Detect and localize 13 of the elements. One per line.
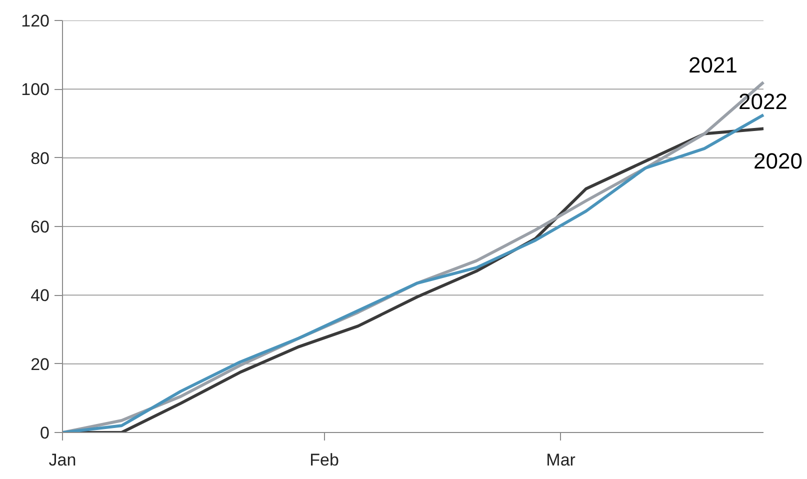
y-tick-label: 120 bbox=[21, 12, 50, 30]
y-tick-label: 20 bbox=[30, 354, 50, 374]
series-label: 2021 bbox=[688, 52, 738, 78]
series-label: 2020 bbox=[754, 148, 802, 174]
y-tick-label: 80 bbox=[30, 148, 50, 168]
y-tick-label: 40 bbox=[30, 286, 50, 306]
x-tick-label: Feb bbox=[310, 450, 339, 470]
y-tick-label: 60 bbox=[30, 218, 50, 236]
y-tick-label: 100 bbox=[21, 80, 50, 100]
series-label: 2022 bbox=[738, 88, 788, 114]
x-tick-label: Mar bbox=[546, 450, 576, 470]
x-tick-label: Jan bbox=[48, 450, 76, 470]
y-tick-label: 0 bbox=[40, 424, 50, 442]
